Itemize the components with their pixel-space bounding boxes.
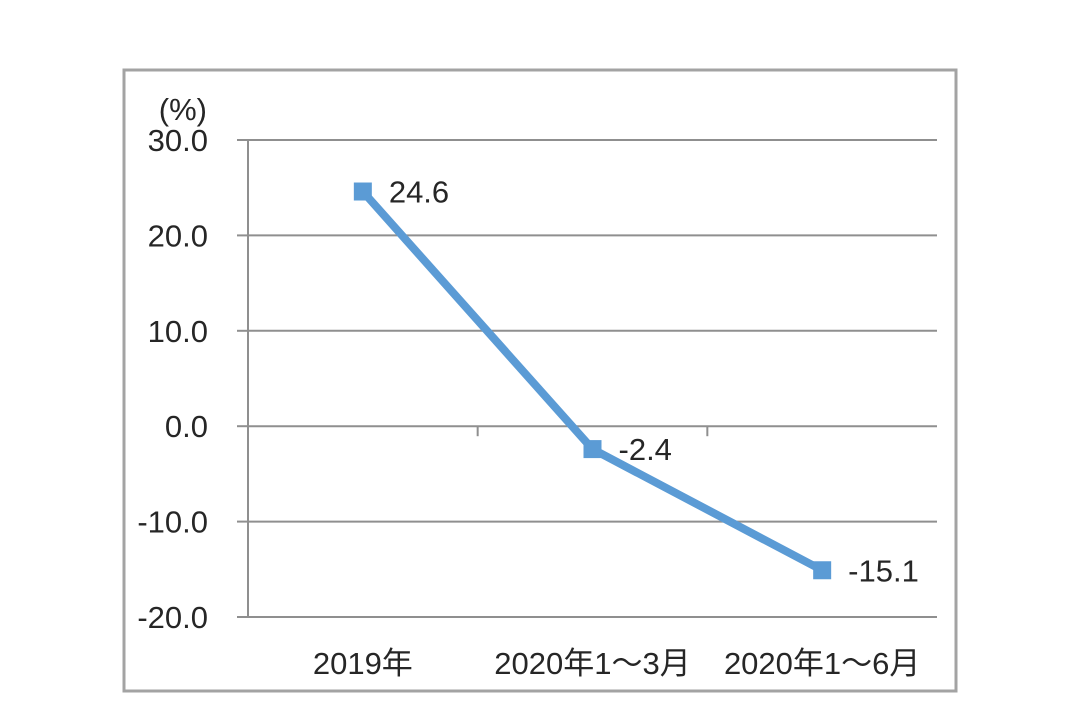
data-point-marker bbox=[813, 561, 832, 580]
y-axis-unit-label: (%) bbox=[159, 92, 207, 127]
chart-frame bbox=[122, 68, 958, 693]
data-label: -15.1 bbox=[848, 553, 919, 588]
y-tick-label: 0.0 bbox=[165, 409, 208, 444]
y-tick-label: 10.0 bbox=[148, 314, 208, 349]
y-tick-label: 30.0 bbox=[148, 123, 208, 158]
y-tick-label: -20.0 bbox=[137, 600, 208, 635]
x-category-label: 2020年1～3月 bbox=[494, 646, 690, 681]
x-category-label: 2019年 bbox=[313, 646, 413, 681]
y-tick-label: 20.0 bbox=[148, 218, 208, 253]
data-label: -2.4 bbox=[619, 432, 672, 467]
data-point-marker bbox=[353, 182, 372, 201]
x-category-label: 2020年1～6月 bbox=[724, 646, 920, 681]
data-label: 24.6 bbox=[389, 175, 449, 210]
series-line bbox=[359, 188, 825, 574]
y-tick-label: -10.0 bbox=[137, 505, 208, 540]
data-point-marker bbox=[583, 440, 602, 459]
